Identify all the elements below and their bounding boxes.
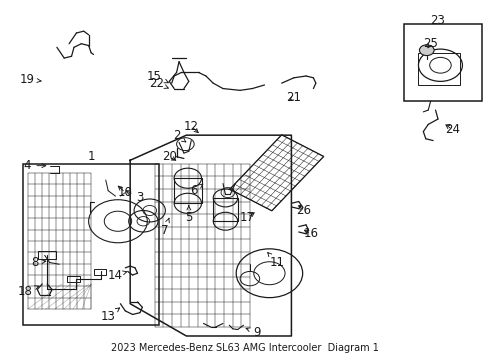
Bar xyxy=(404,24,482,101)
Text: 17: 17 xyxy=(240,211,255,224)
Text: 5: 5 xyxy=(185,206,193,224)
Text: 24: 24 xyxy=(445,123,460,136)
Text: 11: 11 xyxy=(268,252,284,269)
Text: 14: 14 xyxy=(108,269,127,282)
Text: 2: 2 xyxy=(173,129,186,142)
Bar xyxy=(23,164,159,325)
Text: 26: 26 xyxy=(296,204,311,217)
Text: 7: 7 xyxy=(161,218,170,237)
Text: 25: 25 xyxy=(423,37,438,50)
Text: 10: 10 xyxy=(118,186,133,199)
Text: 2023 Mercedes-Benz SL63 AMG Intercooler  Diagram 1: 2023 Mercedes-Benz SL63 AMG Intercooler … xyxy=(111,343,379,353)
Circle shape xyxy=(419,45,434,55)
Bar xyxy=(94,269,106,275)
Text: 8: 8 xyxy=(31,256,46,269)
Text: 13: 13 xyxy=(101,308,120,323)
Text: 18: 18 xyxy=(18,285,39,298)
Text: 15: 15 xyxy=(147,69,169,83)
Text: 21: 21 xyxy=(286,91,301,104)
Bar xyxy=(174,178,201,203)
Text: 3: 3 xyxy=(126,191,144,204)
Bar xyxy=(213,198,238,221)
Text: 16: 16 xyxy=(303,227,318,240)
Text: 4: 4 xyxy=(24,159,46,172)
Bar xyxy=(38,251,56,259)
Text: 20: 20 xyxy=(162,150,177,163)
Text: 12: 12 xyxy=(184,120,199,133)
Bar xyxy=(418,53,460,85)
Text: 19: 19 xyxy=(20,73,41,86)
Text: 22: 22 xyxy=(149,77,169,90)
Text: 9: 9 xyxy=(246,326,261,339)
Text: 1: 1 xyxy=(87,150,95,163)
Text: 23: 23 xyxy=(431,14,445,27)
Text: 6: 6 xyxy=(190,184,203,197)
Bar xyxy=(67,276,80,282)
